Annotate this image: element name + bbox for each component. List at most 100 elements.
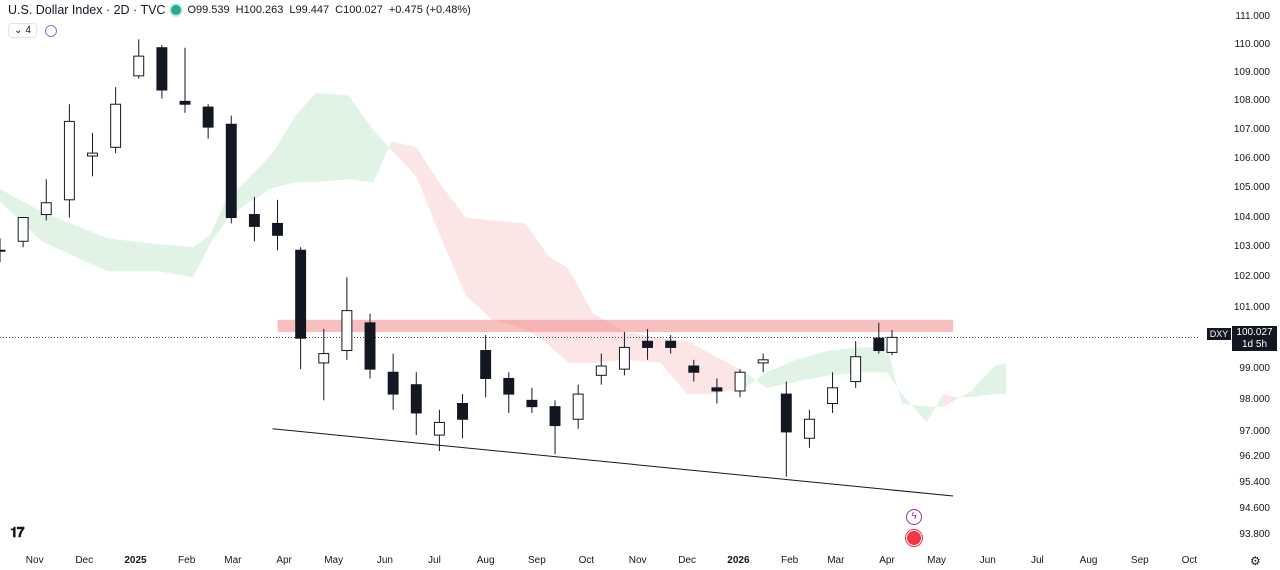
ichimoku-cloud-bearish: [568, 268, 594, 363]
price-tick-label: 106.000: [1233, 152, 1270, 164]
candle-up: [595, 365, 607, 376]
settings-gear-icon[interactable]: ⚙: [1250, 554, 1261, 568]
indicators-toggle-button[interactable]: ⌄ 4: [8, 23, 37, 38]
ichimoku-cloud-bullish: [901, 394, 927, 423]
candle-down: [410, 384, 422, 414]
indicator-count: 4: [25, 25, 31, 36]
price-tick-label: 99.000: [1239, 363, 1270, 375]
candle-up: [827, 387, 839, 404]
time-tick-label: Jul: [428, 555, 441, 566]
support-trendline: [272, 428, 954, 497]
price-tick-label: 103.000: [1233, 241, 1270, 253]
candle-down: [387, 371, 399, 395]
time-tick-label: Aug: [476, 555, 495, 566]
price-tick-label: 102.000: [1233, 271, 1270, 283]
time-tick-label: May: [927, 555, 947, 566]
time-tick-label: Oct: [578, 555, 595, 566]
candle-down: [457, 403, 468, 420]
candle-up: [110, 103, 122, 148]
price-tick-label: 98.000: [1239, 394, 1270, 406]
ichimoku-cloud-bullish: [0, 188, 42, 242]
time-tick-label: Feb: [780, 555, 799, 566]
candle-down: [480, 350, 492, 379]
symbol-title[interactable]: U.S. Dollar Index · 2D · TVC: [8, 3, 166, 17]
ichimoku-cloud-bullish: [247, 153, 273, 203]
time-tick-label: Dec: [678, 555, 697, 566]
price-tick-label: 97.000: [1239, 425, 1270, 437]
time-tick-label: Mar: [224, 555, 242, 566]
time-tick-label: Jul: [1030, 555, 1044, 566]
time-tick-label: Apr: [879, 555, 895, 566]
last-price-tag: 100.027 1d 5h: [1232, 326, 1277, 351]
change-value: +0.475 (+0.48%): [388, 4, 471, 16]
candle-up: [803, 418, 815, 439]
candle-down: [225, 123, 237, 219]
time-tick-label: Mar: [827, 555, 845, 566]
candle-up: [40, 202, 52, 216]
ichimoku-cloud-bullish: [373, 130, 392, 183]
candle-down: [642, 340, 653, 348]
indicator-row: ⌄ 4: [8, 23, 57, 38]
time-tick-label: Jun: [376, 555, 393, 566]
candle-up: [757, 359, 769, 364]
chart-legend: U.S. Dollar Index · 2D · TVC O99.539 H10…: [8, 3, 471, 17]
open-value: O99.539: [187, 4, 230, 16]
event-flash-icon[interactable]: ϟ: [906, 509, 922, 525]
time-tick-label: Dec: [75, 555, 94, 566]
ichimoku-cloud-bullish: [926, 394, 944, 423]
time-tick-label: Aug: [1079, 555, 1098, 566]
candle-up: [618, 346, 630, 370]
ichimoku-cloud-bearish: [492, 220, 526, 329]
ichimoku-cloud-bullish: [348, 95, 374, 183]
tradingview-logo-icon[interactable]: 𝟏𝟕: [10, 524, 25, 540]
ichimoku-cloud-bullish: [158, 244, 194, 278]
candle-up: [0, 249, 6, 252]
candle-up: [87, 152, 98, 157]
price-tick-label: 96.200: [1239, 451, 1270, 463]
candle-down: [688, 365, 700, 373]
ichimoku-cloud-bullish: [796, 350, 830, 382]
time-tick-label: Sep: [527, 555, 546, 566]
ichimoku-cloud-bearish: [416, 147, 442, 239]
candle-down: [503, 377, 515, 395]
close-value: C100.027: [335, 4, 383, 16]
ichimoku-cloud-bearish: [943, 394, 955, 407]
ichimoku-cloud-bearish: [660, 338, 688, 395]
candle-up: [886, 336, 898, 353]
ichimoku-cloud-bullish: [315, 92, 349, 183]
ichimoku-cloud-bullish: [272, 115, 296, 189]
price-tick-label: 105.000: [1233, 182, 1270, 194]
candle-down: [780, 393, 792, 433]
ichimoku-cloud-bullish: [954, 390, 972, 401]
price-tick-label: 104.000: [1233, 211, 1270, 223]
ichimoku-cloud-bullish: [766, 359, 797, 388]
ichimoku-cloud-bullish: [971, 366, 995, 398]
time-tick-label: Sep: [1130, 555, 1149, 566]
candle-down: [248, 214, 260, 227]
resistance-zone: [277, 319, 954, 333]
price-tick-label: 110.000: [1234, 38, 1270, 50]
time-tick-label: Oct: [1181, 555, 1198, 566]
last-price-value: 100.027: [1236, 327, 1273, 338]
sync-icon[interactable]: [44, 24, 57, 37]
price-tick-label: 107.000: [1233, 124, 1270, 135]
ichimoku-cloud-bullish: [41, 211, 108, 272]
ichimoku-cloud-bearish: [548, 256, 569, 363]
chevron-down-icon: ⌄: [14, 25, 23, 36]
symbol-tag: DXY: [1207, 328, 1231, 340]
candle-up: [318, 353, 330, 364]
time-tick-label: Apr: [276, 555, 292, 566]
candle-down: [364, 322, 376, 370]
ichimoku-cloud-bullish: [858, 347, 888, 373]
ichimoku-cloud-bullish: [295, 92, 316, 183]
price-tick-label: 108.000: [1233, 95, 1270, 107]
candle-down: [665, 340, 677, 348]
ichimoku-cloud-bearish: [525, 223, 549, 345]
us-flag-event-icon[interactable]: [906, 530, 922, 546]
price-tick-label: 109.000: [1233, 67, 1270, 79]
price-tick-label: 101.000: [1233, 301, 1270, 313]
time-tick-label: Nov: [628, 555, 647, 566]
candle-up: [133, 55, 145, 77]
candle-down: [156, 47, 168, 91]
